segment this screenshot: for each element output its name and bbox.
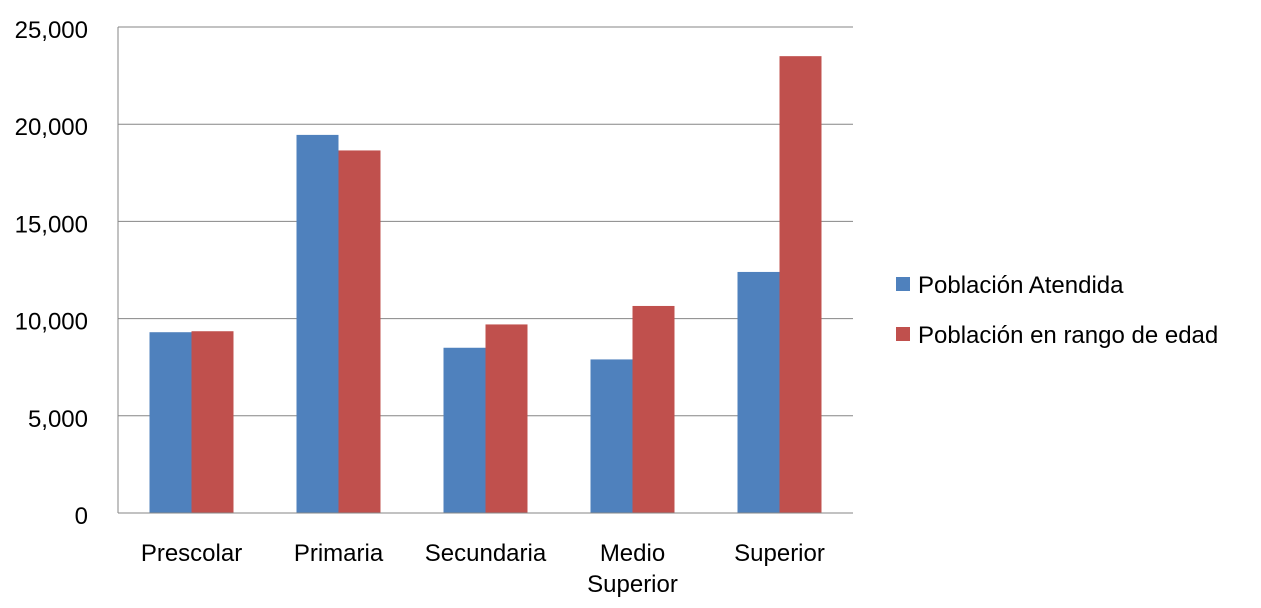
bar-rango-edad (338, 150, 381, 513)
bar-rango-edad (632, 305, 675, 513)
legend-label: Población Atendida (918, 272, 1124, 299)
x-tick-label: Primaria (294, 540, 384, 567)
bar-atendida (737, 271, 780, 513)
x-tick-label: Secundaria (425, 540, 547, 567)
x-tick-label-line: Medio (600, 540, 665, 567)
bar-rango-edad (779, 56, 822, 513)
x-tick-label: Prescolar (141, 540, 242, 567)
bar-atendida (149, 332, 192, 513)
bar-atendida (296, 134, 339, 513)
bars (149, 56, 822, 513)
x-tick-label-line: Superior (734, 540, 825, 567)
gridlines (118, 26, 853, 417)
bar-rango-edad (485, 324, 528, 513)
y-tick-label: 15,000 (15, 211, 88, 238)
y-tick-label: 25,000 (15, 17, 88, 44)
axes (117, 27, 853, 514)
bar-atendida (443, 347, 486, 513)
x-tick-label-line: Prescolar (141, 540, 242, 567)
x-tick-label-line: Secundaria (425, 540, 547, 567)
y-tick-labels: 0 5,000 10,000 15,000 20,000 25,000 (15, 17, 88, 530)
bar-rango-edad (191, 331, 234, 513)
legend-swatch (896, 327, 910, 341)
x-tick-label: Superior (734, 540, 825, 567)
x-tick-label-line: Primaria (294, 540, 384, 567)
y-tick-label: 10,000 (15, 309, 88, 336)
bar-atendida (590, 359, 633, 513)
y-tick-label: 20,000 (15, 114, 88, 141)
x-tick-label: Medio Superior (587, 540, 678, 598)
x-tick-labels: Prescolar Primaria Secundaria Medio Superior… (141, 540, 825, 598)
legend: Población Atendida Población en rango de … (896, 272, 1218, 349)
y-tick-label: 0 (75, 503, 88, 530)
legend-label: Población en rango de edad (918, 322, 1218, 349)
x-tick-label-line: Superior (587, 571, 678, 598)
legend-swatch (896, 277, 910, 291)
y-tick-label: 5,000 (28, 406, 88, 433)
